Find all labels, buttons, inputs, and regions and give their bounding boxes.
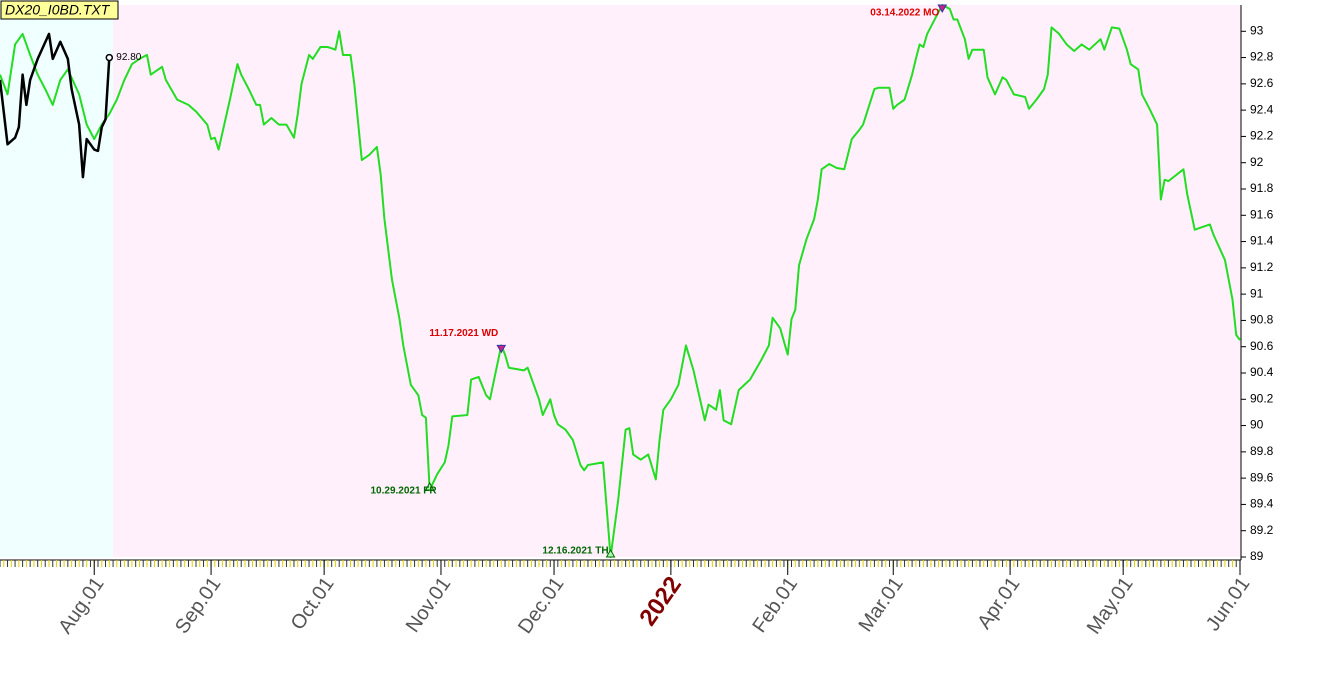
- plot-area: [113, 5, 1241, 557]
- series-line: [0, 32, 111, 179]
- y-tick-label: 89: [1250, 549, 1264, 563]
- high-marker: [496, 344, 507, 354]
- annotation-label: 11.17.2021 WD: [429, 328, 498, 339]
- last-value-marker: [105, 53, 114, 62]
- title-box: [0, 0, 119, 20]
- y-tick-label: 91.4: [1250, 234, 1274, 248]
- y-tick-label: 92.6: [1250, 76, 1274, 90]
- y-tick-label: 92.8: [1250, 50, 1274, 64]
- low-marker: [424, 481, 435, 491]
- annotation-label: 03.14.2022 MO: [870, 8, 939, 19]
- y-tick-label: 92.4: [1250, 102, 1274, 116]
- y-tick-label: 89.2: [1250, 523, 1274, 537]
- y-tick-label: 90: [1250, 418, 1264, 432]
- y-tick-label: 91.6: [1250, 207, 1274, 221]
- high-marker: [937, 4, 948, 14]
- y-tick-label: 92.2: [1250, 129, 1274, 143]
- y-tick-label: 89.4: [1250, 497, 1274, 511]
- y-tick-label: 93: [1250, 23, 1264, 37]
- y-tick-label: 89.6: [1250, 470, 1274, 484]
- y-tick-label: 91.2: [1250, 260, 1274, 274]
- y-tick-label: 90.6: [1250, 339, 1274, 353]
- y-tick-label: 90.2: [1250, 391, 1274, 405]
- y-tick-label: 90.8: [1250, 313, 1274, 327]
- annotation-label: 12.16.2021 TH: [542, 546, 608, 557]
- y-tick-label: 90.4: [1250, 365, 1274, 379]
- history-region: [0, 5, 113, 557]
- y-tick-label: 91: [1250, 286, 1264, 300]
- annotation-label: 92.80: [116, 52, 141, 63]
- x-minor-ticks: [0, 560, 1241, 567]
- y-tick-label: 92: [1250, 155, 1264, 169]
- low-marker: [605, 548, 616, 558]
- y-tick-label: 91.8: [1250, 181, 1274, 195]
- y-tick-label: 89.8: [1250, 444, 1274, 458]
- chart-title: DX20_I0BD.TXT: [5, 2, 111, 18]
- series-line: [0, 4, 1241, 558]
- annotation-label: 10.29.2021 FR: [370, 486, 437, 497]
